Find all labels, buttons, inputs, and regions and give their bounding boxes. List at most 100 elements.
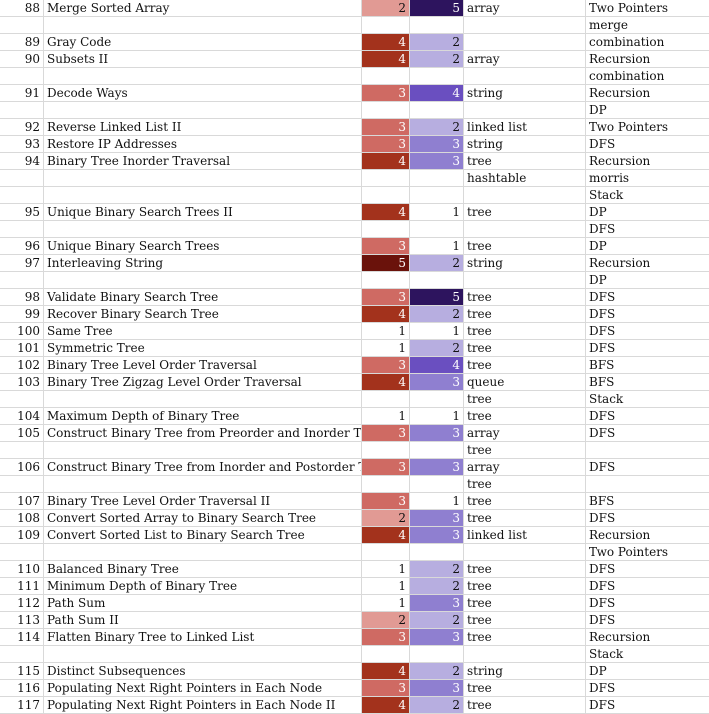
row-number-cell[interactable] [0,544,44,561]
table-row[interactable]: 107 Binary Tree Level Order Traversal II 3… [0,493,709,510]
difficulty-cell[interactable] [362,476,410,493]
table-row[interactable]: combination [0,68,709,85]
algorithm-cell[interactable] [586,476,709,493]
difficulty-cell[interactable]: 1 [362,340,410,357]
problem-title-cell[interactable]: Path Sum [44,595,362,612]
row-number-cell[interactable]: 95 [0,204,44,221]
problem-title-cell[interactable] [44,391,362,408]
difficulty-cell[interactable]: 2 [362,0,410,17]
difficulty-cell[interactable] [362,187,410,204]
problem-title-cell[interactable] [44,646,362,663]
row-number-cell[interactable]: 94 [0,153,44,170]
data-structure-cell[interactable]: tree [464,510,586,527]
data-structure-cell[interactable]: tree [464,408,586,425]
algorithm-cell[interactable]: DFS [589,290,616,304]
data-structure-cell[interactable]: tree [464,697,586,714]
table-row[interactable]: 117 Populating Next Right Pointers in Eac… [0,697,709,714]
frequency-cell[interactable]: 2 [410,51,464,68]
data-structure-cell[interactable] [464,68,586,85]
data-structure-cell[interactable] [464,544,586,561]
data-structure-cell[interactable] [464,646,586,663]
frequency-cell[interactable]: 2 [410,119,464,136]
problem-title-cell[interactable]: Merge Sorted Array [44,0,362,17]
row-number-cell[interactable] [0,272,44,289]
difficulty-cell[interactable]: 3 [362,136,410,153]
problem-title-cell[interactable]: Binary Tree Level Order Traversal II [44,493,362,510]
data-structure-cell[interactable]: tree [464,153,586,170]
data-structure-cell[interactable]: string [464,136,586,153]
table-row[interactable]: merge [0,17,709,34]
algorithm-cell[interactable]: Recursion [589,52,651,66]
frequency-cell[interactable]: 2 [410,578,464,595]
data-structure-cell[interactable]: linked list [464,527,586,544]
frequency-cell[interactable]: 3 [410,527,464,544]
problem-title-cell[interactable]: Construct Binary Tree from Preorder and … [44,425,362,442]
algorithm-cell[interactable]: combination [589,69,665,83]
algorithm-cell[interactable]: DFS [589,698,616,712]
difficulty-cell[interactable]: 4 [362,51,410,68]
algorithm-cell[interactable]: BFS [589,358,615,372]
row-number-cell[interactable]: 97 [0,255,44,272]
data-structure-cell[interactable]: array [464,0,586,17]
algorithm-cell[interactable]: DFS [589,613,616,627]
algorithm-cell[interactable]: Stack [589,392,624,406]
problem-title-cell[interactable] [44,102,362,119]
table-row[interactable]: 113 Path Sum II 2 2 tree DFS [0,612,709,629]
row-number-cell[interactable]: 109 [0,527,44,544]
table-row[interactable]: 104 Maximum Depth of Binary Tree 1 1 tree DFS [0,408,709,425]
row-number-cell[interactable]: 98 [0,289,44,306]
difficulty-cell[interactable]: 3 [362,119,410,136]
data-structure-cell[interactable]: linked list [464,119,586,136]
frequency-cell[interactable]: 1 [410,323,464,340]
table-row[interactable]: tree Stack [0,391,709,408]
table-row[interactable]: 89 Gray Code 4 2 combination [0,34,709,51]
table-row[interactable]: 108 Convert Sorted Array to Binary Search… [0,510,709,527]
problem-title-cell[interactable]: Binary Tree Level Order Traversal [44,357,362,374]
difficulty-cell[interactable]: 2 [362,510,410,527]
algorithm-cell[interactable]: Two Pointers [589,545,669,559]
row-number-cell[interactable]: 106 [0,459,44,476]
frequency-cell[interactable]: 2 [410,306,464,323]
row-number-cell[interactable] [0,442,44,459]
problem-title-cell[interactable]: Flatten Binary Tree to Linked List [44,629,362,646]
row-number-cell[interactable]: 105 [0,425,44,442]
table-row[interactable]: Two Pointers [0,544,709,561]
difficulty-cell[interactable]: 3 [362,357,410,374]
row-number-cell[interactable] [0,221,44,238]
table-row[interactable]: 96 Unique Binary Search Trees 3 1 tree DP [0,238,709,255]
problem-title-cell[interactable]: Reverse Linked List II [44,119,362,136]
difficulty-cell[interactable] [362,544,410,561]
algorithm-cell[interactable]: DFS [589,341,616,355]
algorithm-cell[interactable]: DFS [589,409,616,423]
difficulty-cell[interactable]: 3 [362,238,410,255]
row-number-cell[interactable]: 110 [0,561,44,578]
table-row[interactable]: Stack [0,187,709,204]
problem-title-cell[interactable]: Construct Binary Tree from Inorder and P… [44,459,362,476]
problem-title-cell[interactable]: Same Tree [44,323,362,340]
row-number-cell[interactable]: 108 [0,510,44,527]
problem-title-cell[interactable]: Balanced Binary Tree [44,561,362,578]
data-structure-cell[interactable]: tree [464,595,586,612]
difficulty-cell[interactable]: 3 [362,629,410,646]
frequency-cell[interactable] [410,170,464,187]
frequency-cell[interactable]: 4 [410,85,464,102]
algorithm-cell[interactable]: DFS [589,681,616,695]
frequency-cell[interactable]: 2 [410,663,464,680]
row-number-cell[interactable] [0,170,44,187]
data-structure-cell[interactable]: array [464,425,586,442]
problem-title-cell[interactable] [44,544,362,561]
frequency-cell[interactable] [410,17,464,34]
data-structure-cell[interactable]: array [464,459,586,476]
table-row[interactable]: 98 Validate Binary Search Tree 3 5 tree DFS [0,289,709,306]
data-structure-cell[interactable]: tree [464,578,586,595]
frequency-cell[interactable]: 3 [410,374,464,391]
data-structure-cell[interactable]: string [464,663,586,680]
problem-title-cell[interactable]: Decode Ways [44,85,362,102]
row-number-cell[interactable]: 93 [0,136,44,153]
difficulty-cell[interactable]: 1 [362,561,410,578]
data-structure-cell[interactable]: tree [464,340,586,357]
row-number-cell[interactable]: 107 [0,493,44,510]
algorithm-cell[interactable]: DFS [589,426,616,440]
problem-title-cell[interactable]: Populating Next Right Pointers in Each N… [44,697,362,714]
table-row[interactable]: 106 Construct Binary Tree from Inorder an… [0,459,709,476]
